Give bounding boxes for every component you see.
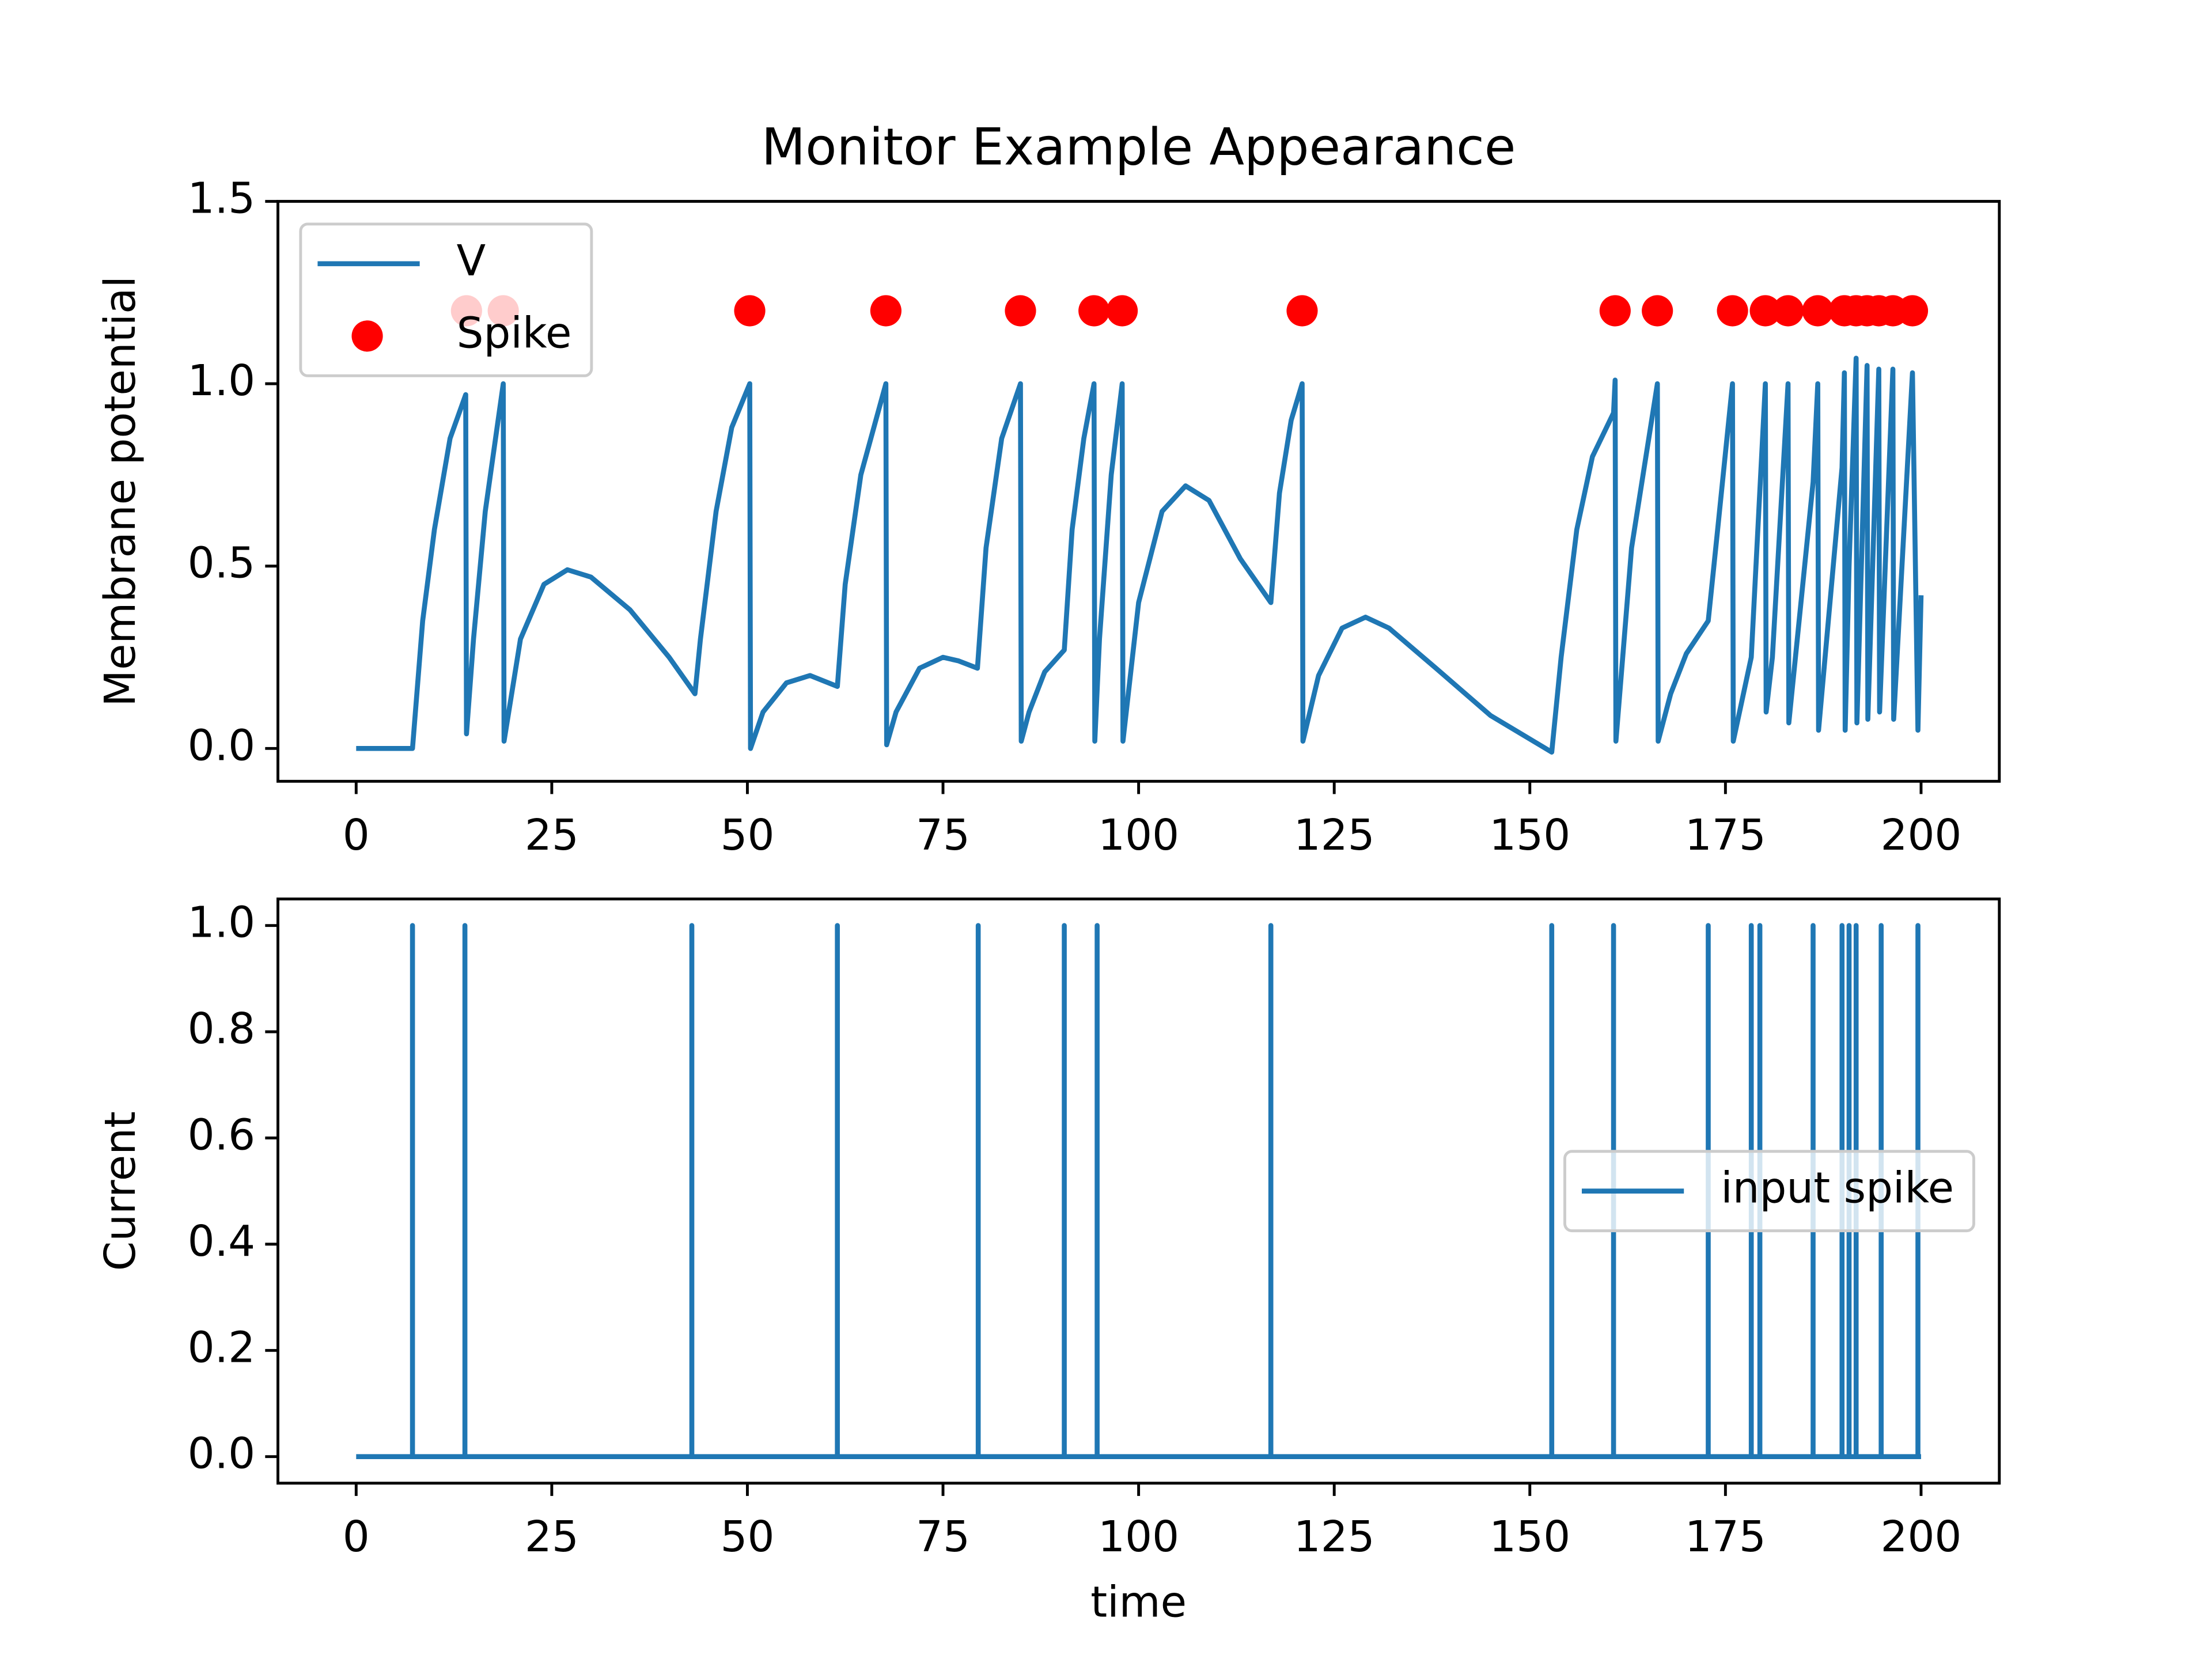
y-tick-label: 0.8: [188, 1004, 255, 1054]
y-tick-label: 0.2: [188, 1323, 255, 1372]
x-tick-label: 0: [343, 810, 370, 860]
scatter-point: [1078, 295, 1110, 327]
y-axis-label: Membrane potential: [96, 276, 145, 707]
x-tick-label: 175: [1685, 1512, 1766, 1562]
legend-label: Spike: [457, 308, 572, 358]
scatter-point: [1286, 295, 1318, 327]
x-tick-label: 200: [1880, 1512, 1961, 1562]
y-axis-label: Current: [96, 1111, 145, 1271]
y-tick-label: 0.6: [188, 1111, 255, 1160]
x-tick-label: 150: [1489, 1512, 1570, 1562]
legend-frame: [1563, 1150, 1975, 1233]
y-tick-label: 0.0: [188, 1429, 255, 1479]
y-tick-label: 0.4: [188, 1217, 255, 1266]
x-tick-label: 125: [1294, 810, 1375, 860]
y-tick-label: 1.0: [188, 356, 255, 406]
chart-title: Monitor Example Appearance: [762, 117, 1516, 176]
legend: V Spike: [299, 222, 593, 377]
x-tick-label: 100: [1098, 1512, 1179, 1562]
legend: input spike: [1563, 1150, 1975, 1233]
scatter-point: [870, 295, 902, 327]
line-series: [356, 355, 1924, 755]
y-tick-label: 1.0: [188, 898, 255, 948]
scatter-point: [1896, 295, 1929, 327]
x-tick-label: 50: [720, 1512, 774, 1562]
legend-label: V: [457, 236, 486, 286]
x-tick-label: 200: [1880, 810, 1961, 860]
scatter-point: [734, 295, 766, 327]
scatter-point: [1802, 295, 1834, 327]
scatter-point: [1599, 295, 1631, 327]
scatter-point: [1107, 295, 1138, 327]
axes-frame: [276, 200, 2001, 783]
x-tick-label: 75: [916, 1512, 970, 1562]
x-tick-label: 25: [525, 810, 579, 860]
scatter-point: [1749, 295, 1781, 327]
x-tick-label: 50: [720, 810, 774, 860]
x-axis-label: time: [1090, 1577, 1187, 1627]
y-tick-label: 0.5: [188, 539, 255, 588]
y-tick-label: 0.0: [188, 721, 255, 770]
legend-marker: [351, 320, 383, 352]
x-tick-label: 150: [1489, 810, 1570, 860]
legend-label: input spike: [1721, 1164, 1954, 1213]
plot-area: [356, 355, 1924, 755]
x-tick-label: 25: [525, 1512, 579, 1562]
y-tick-label: 1.5: [188, 174, 255, 224]
x-tick-label: 0: [343, 1512, 370, 1562]
scatter-point: [1772, 295, 1804, 327]
plot-area: [356, 923, 1921, 1459]
x-tick-label: 100: [1098, 810, 1179, 860]
x-tick-label: 75: [916, 810, 970, 860]
axes-frame: [276, 897, 2001, 1485]
x-tick-label: 125: [1294, 1512, 1375, 1562]
scatter-point: [1717, 295, 1748, 327]
scatter-point: [1642, 295, 1673, 327]
line-series: [356, 923, 1921, 1459]
scatter-point: [1005, 295, 1036, 327]
x-tick-label: 175: [1685, 810, 1766, 860]
